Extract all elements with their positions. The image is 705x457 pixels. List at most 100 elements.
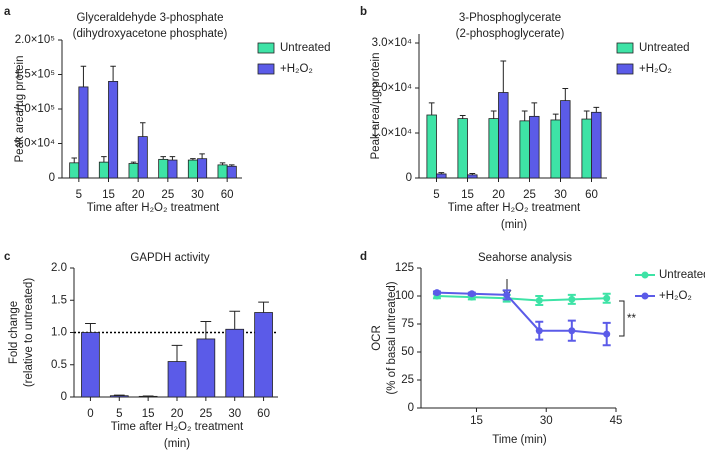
bar — [69, 162, 80, 179]
point — [603, 330, 611, 338]
panel-letter: a — [4, 6, 11, 18]
bar — [167, 361, 187, 398]
y-tick-label: 25 — [401, 374, 414, 386]
legend-label: +H₂O₂ — [659, 290, 692, 302]
legend-marker — [641, 292, 649, 300]
x-tick-label: 15 — [102, 189, 115, 201]
error-bar — [490, 110, 497, 119]
legend-swatch — [616, 63, 634, 75]
legend-label: +H₂O₂ — [639, 63, 672, 75]
bar — [498, 92, 509, 179]
error-bar — [593, 106, 600, 113]
y-axis-label: OCR — [371, 325, 383, 351]
x-axis-label: (min) — [501, 219, 527, 231]
x-tick-label: 25 — [199, 408, 212, 420]
x-tick-label: 15 — [470, 415, 483, 427]
error-bar — [80, 65, 87, 87]
x-tick-label: 0 — [87, 408, 93, 420]
bar — [529, 115, 540, 179]
bar — [81, 332, 100, 398]
bar — [226, 165, 237, 179]
error-bar — [258, 301, 269, 313]
y-axis-label: Peak area/µg protein — [14, 56, 26, 163]
point — [535, 327, 543, 335]
y-tick-label: 0 — [49, 172, 55, 184]
error-bar — [160, 156, 166, 160]
x-tick-label: 15 — [461, 189, 474, 201]
bar — [519, 120, 530, 179]
chart-title: Glyceraldehyde 3-phosphate — [76, 12, 223, 24]
bar — [488, 118, 499, 179]
error-bar — [140, 122, 146, 137]
error-bar — [521, 110, 528, 121]
point — [503, 291, 511, 299]
y-axis-label: (relative to untreated) — [23, 278, 35, 387]
point — [603, 294, 611, 302]
y-tick-label: 2.0 — [51, 262, 67, 274]
panel-letter: c — [4, 251, 11, 263]
bar — [591, 111, 602, 179]
significance-label: ** — [627, 313, 636, 325]
x-axis-label: Time after H₂O₂ treatment — [87, 202, 220, 214]
bar — [108, 81, 119, 179]
error-bar — [469, 173, 476, 175]
x-tick-label: 30 — [554, 189, 567, 201]
error-bar — [113, 394, 125, 396]
y-tick-label: 1.5 — [51, 294, 67, 306]
bar — [109, 395, 129, 398]
x-tick-label: 15 — [142, 408, 155, 420]
error-bar — [500, 60, 507, 93]
error-bar — [200, 321, 212, 339]
error-bar — [229, 310, 241, 330]
point — [568, 295, 576, 303]
bar — [196, 338, 216, 398]
y-tick-label: 75 — [401, 318, 414, 330]
y-tick-label: 50 — [401, 346, 414, 358]
chart-title: Seahorse analysis — [478, 252, 572, 264]
x-tick-label: 30 — [540, 415, 553, 427]
bar — [436, 173, 447, 179]
error-bar — [171, 344, 183, 362]
bar — [128, 163, 139, 179]
error-bar — [229, 164, 235, 167]
panel-letter: d — [360, 251, 367, 263]
significance-bracket — [619, 300, 625, 337]
bar — [167, 159, 178, 179]
y-tick-label: 5.0×10⁴ — [15, 138, 55, 150]
error-bar — [199, 153, 205, 159]
chart-title: GAPDH activity — [130, 252, 209, 264]
y-tick-label: 2.0×10⁴ — [372, 82, 412, 94]
error-bar — [101, 156, 107, 163]
x-axis-label: Time (min) — [492, 434, 547, 446]
legend-label: Untreated — [639, 42, 690, 54]
chart-title: 3-Phosphoglycerate — [459, 12, 561, 24]
bar — [560, 100, 571, 179]
y-tick-label: 3.0×10⁴ — [372, 37, 412, 49]
y-tick-label: 1.0×10⁴ — [372, 127, 412, 139]
error-bar — [583, 110, 590, 120]
error-bar — [169, 156, 176, 161]
x-tick-label: 45 — [610, 415, 623, 427]
legend-label: +H₂O₂ — [280, 63, 313, 75]
y-tick-label: 1.5×10⁵ — [15, 69, 55, 81]
error-bar — [531, 102, 538, 117]
y-axis-label: (% of basal untreated) — [386, 281, 398, 394]
y-tick-label: 0 — [406, 172, 412, 184]
x-tick-label: 20 — [492, 189, 505, 201]
bar — [158, 158, 169, 179]
series-line — [436, 295, 607, 302]
bar — [457, 118, 468, 179]
error-bar — [71, 157, 77, 163]
legend-marker — [641, 271, 649, 279]
x-axis-label: Time after H₂O₂ treatment — [111, 421, 244, 433]
point — [568, 327, 576, 335]
y-axis-label: Peak area/µg protein — [370, 53, 382, 160]
bar — [217, 164, 228, 179]
error-bar — [459, 114, 466, 119]
x-tick-label: 5 — [116, 408, 122, 420]
x-tick-label: 60 — [585, 189, 598, 201]
bar — [98, 161, 109, 179]
bar — [78, 86, 89, 179]
y-tick-label: 1.0×10⁵ — [15, 103, 55, 115]
